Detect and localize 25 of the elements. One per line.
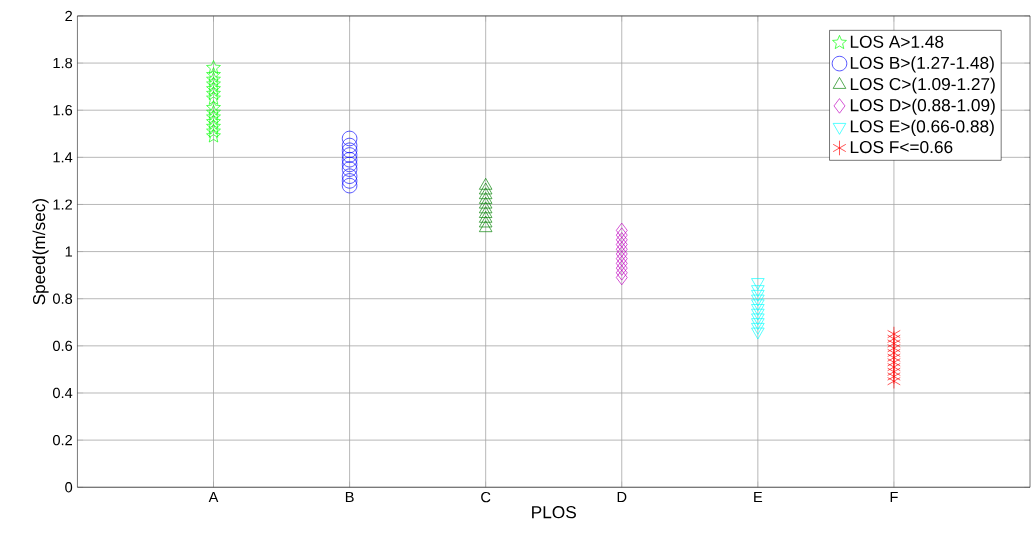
y-axis-title: Speed(m/sec)	[32, 198, 49, 305]
legend-label: LOS D>(0.88-1.09)	[850, 98, 995, 115]
y-tick-label: 2	[65, 10, 72, 22]
y-tick-label: 1.2	[53, 199, 72, 210]
y-tick-label: 0.8	[52, 293, 73, 304]
x-tick-label: A	[208, 491, 219, 502]
y-tick-label: 0.2	[52, 434, 72, 446]
x-tick-label: C	[481, 491, 491, 503]
y-tick-label: 1.6	[53, 105, 73, 116]
legend-label: LOS C>(1.09-1.27)	[850, 77, 995, 94]
y-tick-label: 1.8	[53, 57, 73, 69]
legend-label: LOS B>(1.27-1.48)	[850, 56, 994, 73]
legend-label: LOS E>(0.66-0.88)	[850, 119, 994, 136]
y-tick-label: 1	[65, 246, 73, 257]
x-tick-label: F	[890, 491, 898, 502]
y-tick-label: 1.4	[53, 152, 73, 163]
legend-label: LOS F<=0.66	[850, 140, 953, 154]
x-tick-label: E	[754, 491, 763, 502]
x-axis-title: PLOS	[532, 506, 576, 519]
y-tick-label: 0.6	[52, 340, 73, 351]
legend-label: LOS A>1.48	[850, 35, 944, 48]
y-tick-label: 0	[65, 482, 73, 493]
x-tick-label: B	[345, 491, 354, 502]
x-tick-label: D	[617, 491, 627, 502]
y-tick-label: 0.4	[52, 387, 73, 399]
